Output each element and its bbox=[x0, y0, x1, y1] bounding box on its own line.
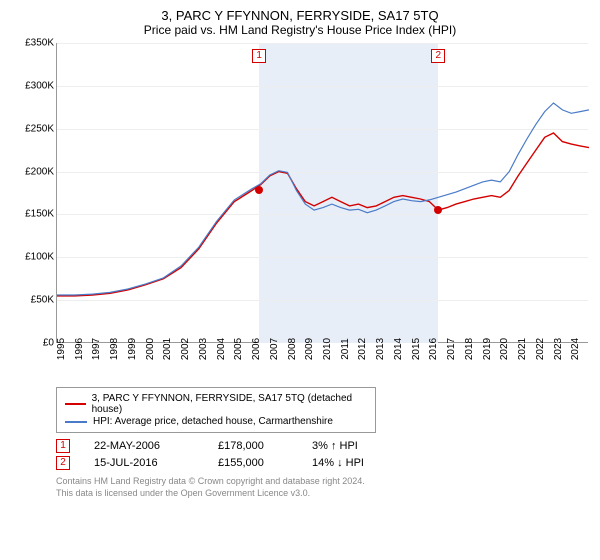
sale-marker-label: 2 bbox=[431, 49, 445, 63]
y-tick-label: £200K bbox=[25, 166, 54, 177]
sale-delta: 3% ↑ HPI bbox=[312, 440, 392, 452]
sale-marker-dot bbox=[434, 206, 442, 214]
y-tick-label: £350K bbox=[25, 38, 54, 49]
property-line bbox=[57, 133, 589, 296]
sale-row: 2 15-JUL-2016 £155,000 14% ↓ HPI bbox=[56, 456, 588, 470]
legend-row: HPI: Average price, detached house, Carm… bbox=[65, 416, 367, 427]
y-tick-label: £300K bbox=[25, 80, 54, 91]
hpi-line bbox=[57, 103, 589, 295]
y-axis: £0£50K£100K£150K£200K£250K£300K£350K bbox=[12, 43, 56, 343]
legend: 3, PARC Y FFYNNON, FERRYSIDE, SA17 5TQ (… bbox=[56, 387, 376, 433]
x-axis: 1995199619971998199920002001200220032004… bbox=[56, 343, 588, 383]
chart-title: 3, PARC Y FFYNNON, FERRYSIDE, SA17 5TQ bbox=[12, 8, 588, 23]
y-tick-label: £150K bbox=[25, 209, 54, 220]
chart-area: £0£50K£100K£150K£200K£250K£300K£350K 12 … bbox=[12, 43, 588, 383]
y-tick-label: £100K bbox=[25, 252, 54, 263]
legend-swatch bbox=[65, 421, 87, 423]
legend-label: HPI: Average price, detached house, Carm… bbox=[93, 416, 333, 427]
legend-row: 3, PARC Y FFYNNON, FERRYSIDE, SA17 5TQ (… bbox=[65, 393, 367, 415]
chart-container: 3, PARC Y FFYNNON, FERRYSIDE, SA17 5TQ P… bbox=[0, 0, 600, 560]
chart-subtitle: Price paid vs. HM Land Registry's House … bbox=[12, 23, 588, 37]
line-series bbox=[57, 43, 589, 343]
sale-row-marker: 2 bbox=[56, 456, 70, 470]
plot-area: 12 bbox=[56, 43, 588, 343]
sale-delta: 14% ↓ HPI bbox=[312, 457, 392, 469]
sale-price: £155,000 bbox=[218, 457, 288, 469]
y-tick-label: £250K bbox=[25, 123, 54, 134]
y-tick-label: £50K bbox=[31, 295, 54, 306]
footer: Contains HM Land Registry data © Crown c… bbox=[56, 476, 588, 499]
sale-marker-label: 1 bbox=[252, 49, 266, 63]
legend-label: 3, PARC Y FFYNNON, FERRYSIDE, SA17 5TQ (… bbox=[92, 393, 367, 415]
sale-date: 15-JUL-2016 bbox=[94, 457, 194, 469]
footer-line: Contains HM Land Registry data © Crown c… bbox=[56, 476, 588, 488]
sale-row-marker: 1 bbox=[56, 439, 70, 453]
sale-row: 1 22-MAY-2006 £178,000 3% ↑ HPI bbox=[56, 439, 588, 453]
y-tick-label: £0 bbox=[43, 338, 54, 349]
legend-swatch bbox=[65, 403, 86, 405]
sales-table: 1 22-MAY-2006 £178,000 3% ↑ HPI 2 15-JUL-2016… bbox=[56, 439, 588, 470]
sale-date: 22-MAY-2006 bbox=[94, 440, 194, 452]
footer-line: This data is licensed under the Open Gov… bbox=[56, 488, 588, 500]
sale-price: £178,000 bbox=[218, 440, 288, 452]
sale-marker-dot bbox=[255, 186, 263, 194]
